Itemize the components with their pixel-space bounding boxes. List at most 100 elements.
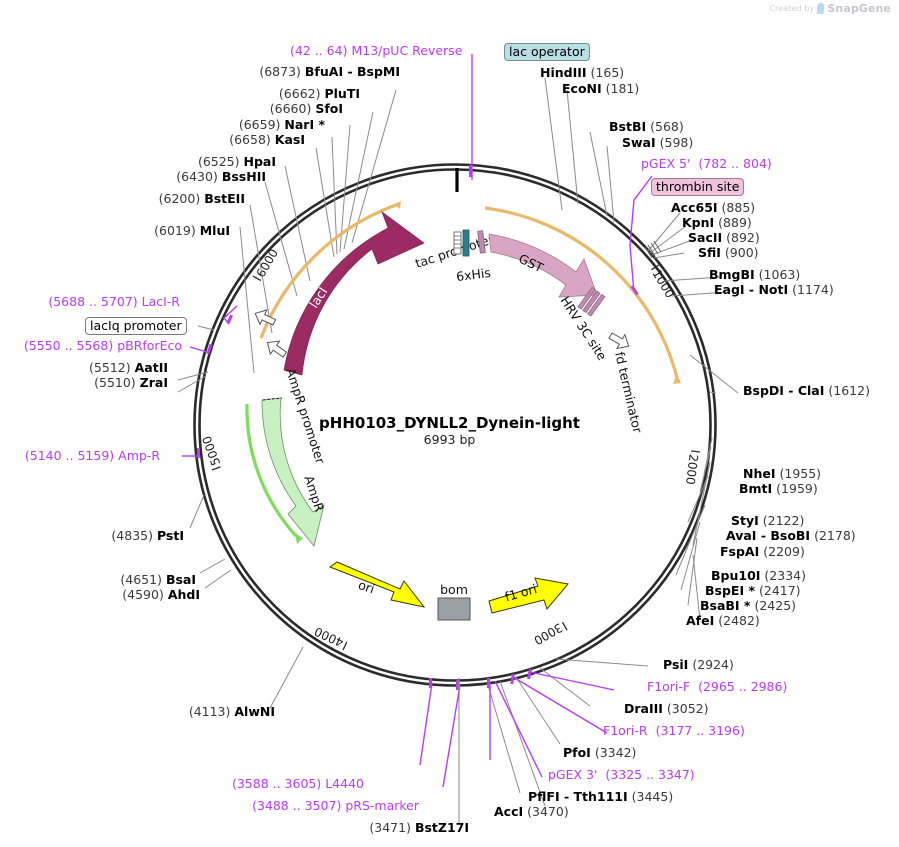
- enzyme-position: (2178): [814, 528, 856, 543]
- primer-range: (3177 .. 3196): [655, 723, 745, 738]
- enzyme-label-swai: SwaI (598): [622, 135, 694, 150]
- enzyme-position: (2417): [758, 583, 801, 598]
- primer-range: (5688 .. 5707): [48, 294, 138, 309]
- svg-text:3000: 3000: [531, 620, 564, 647]
- enzyme-name: SacII: [688, 230, 723, 245]
- feature-label-bom: bom: [440, 582, 468, 597]
- enzyme-label-pflfi-tth111i: PflFI - Tth111I (3445): [528, 789, 673, 804]
- feature-6xHis: 6xHis: [453, 229, 492, 284]
- enzyme-position: (4590): [122, 587, 164, 602]
- enzyme-label-eagi-noti: EagI - NotI (1174): [714, 282, 834, 297]
- enzyme-label-alwni: (4113) AlwNI: [0, 705, 275, 719]
- orf-frames: [259, 201, 681, 384]
- enzyme-name: DraIII: [624, 701, 663, 716]
- enzyme-position: (6430): [176, 169, 218, 184]
- enzyme-label-fspai: FspAI (2209): [720, 544, 805, 559]
- enzyme-label-hindiii: HindIII (165): [540, 65, 625, 80]
- primer-name: pGEX 5': [641, 156, 691, 171]
- enzyme-label-draiii: DraIII (3052): [624, 701, 709, 716]
- feature-tac-promoter: tac promoter: [413, 168, 496, 271]
- primer-range: (2965 .. 2986): [698, 679, 788, 694]
- enzyme-label-acc65i: Acc65I (885): [671, 200, 756, 215]
- enzyme-name: BsaI: [165, 572, 196, 587]
- enzyme-name: PfoI: [563, 745, 591, 760]
- enzyme-name: BmtI: [739, 481, 773, 496]
- enzyme-position: (2924): [692, 657, 734, 672]
- enzyme-label-ahdi: (4590) AhdI: [0, 587, 200, 602]
- enzyme-name: BmgBI: [709, 267, 755, 282]
- region-label-thrombin-site: thrombin site: [651, 178, 745, 197]
- snapgene-logo-icon: [816, 3, 825, 14]
- enzyme-label-sfii: SfiI (900): [698, 245, 759, 260]
- primer-name: LacI-R: [141, 294, 180, 309]
- primer-label-prs-marker: (3488 .. 3507) pRS-marker: [0, 798, 419, 813]
- enzyme-name: MluI: [199, 223, 230, 238]
- enzyme-name: EcoNI: [562, 81, 602, 96]
- enzyme-name: SfiI: [698, 245, 721, 260]
- enzyme-position: (2482): [718, 613, 760, 628]
- enzyme-label-hpai: (6525) HpaI: [0, 155, 276, 169]
- enzyme-position: (3471): [369, 820, 411, 835]
- enzyme-position: (6662): [278, 86, 321, 101]
- enzyme-name: BfuAI - BspMI: [304, 64, 400, 79]
- svg-text:2000: 2000: [683, 453, 701, 485]
- enzyme-position: (3342): [594, 745, 637, 760]
- enzyme-name: BspDI - ClaI: [743, 383, 825, 398]
- enzyme-position: (598): [659, 135, 694, 150]
- enzyme-name: BsaBI *: [700, 598, 751, 613]
- enzyme-name: AhdI: [167, 587, 200, 602]
- primer-label-pbrforeco: (5550 .. 5568) pBRforEco: [0, 339, 182, 353]
- enzyme-position: (568): [650, 119, 684, 134]
- primer-range: (3325 .. 3347): [605, 767, 695, 782]
- enzyme-position: (885): [721, 200, 756, 215]
- watermark-brand-text: SnapGene: [827, 2, 891, 15]
- primer-name: pGEX 3': [548, 767, 598, 782]
- enzyme-label-bspdi-clai: BspDI - ClaI (1612): [743, 383, 870, 398]
- enzyme-position: (1174): [792, 282, 834, 297]
- enzyme-name: BssHII: [221, 169, 266, 184]
- enzyme-position: (3470): [527, 804, 569, 819]
- enzyme-name: StyI: [731, 513, 759, 528]
- primer-name: L4440: [325, 776, 364, 791]
- enzyme-position: (5510): [94, 375, 136, 390]
- enzyme-name: AatII: [134, 360, 168, 375]
- enzyme-name: NarI *: [284, 117, 325, 132]
- enzyme-name: PstI: [156, 528, 184, 543]
- enzyme-name: BstEII: [204, 191, 245, 206]
- enzyme-label-bmgbi: BmgBI (1063): [709, 267, 800, 282]
- enzyme-position: (6200): [158, 191, 201, 206]
- enzyme-position: (889): [718, 215, 752, 230]
- enzyme-label-econi: EcoNI (181): [562, 81, 640, 96]
- enzyme-position: (892): [726, 230, 760, 245]
- primer-name: pRS-marker: [345, 798, 419, 813]
- primer-label-l4440: (3588 .. 3605) L4440: [0, 776, 364, 791]
- enzyme-label-kpni: KpnI (889): [682, 215, 752, 230]
- primer-label-m13-puc-reverse: (42 .. 64) M13/pUC Reverse: [290, 43, 463, 58]
- primer-label-laci-r: (5688 .. 5707) LacI-R: [0, 294, 180, 309]
- enzyme-label-nari: (6659) NarI *: [0, 117, 325, 132]
- primer-range: (3488 .. 3507): [252, 798, 342, 813]
- plasmid-size: 6993 bp: [423, 432, 476, 447]
- enzyme-position: (3052): [666, 701, 709, 716]
- enzyme-label-psii: PsiI (2924): [663, 657, 734, 672]
- primer-label-pgex-3prime: pGEX 3' (3325 .. 3347): [548, 767, 695, 782]
- enzyme-position: (2209): [763, 544, 805, 559]
- enzyme-name: AvaI - BsoBI: [726, 528, 811, 543]
- enzyme-position: (165): [590, 65, 625, 80]
- enzyme-name: BstZ17I: [414, 820, 469, 835]
- enzyme-position: (2122): [762, 513, 805, 528]
- enzyme-name: HindIII: [540, 65, 587, 80]
- watermark-created-by-text: Created by: [769, 4, 815, 13]
- enzyme-name: NheI: [743, 466, 776, 481]
- primer-name: M13/pUC Reverse: [351, 43, 463, 58]
- enzyme-name: AfeI: [686, 613, 715, 628]
- enzyme-label-bspei: BspEI * (2417): [705, 583, 801, 598]
- enzyme-position: (4835): [111, 528, 153, 543]
- enzyme-label-bsteii: (6200) BstEII: [0, 191, 245, 206]
- enzyme-position: (6019): [154, 223, 196, 238]
- feature-HRV-3C-site: HRV 3C site: [557, 286, 610, 363]
- enzyme-name: PflFI - Tth111I: [528, 789, 628, 804]
- enzyme-position: (181): [605, 81, 640, 96]
- enzyme-name: KpnI: [682, 215, 715, 230]
